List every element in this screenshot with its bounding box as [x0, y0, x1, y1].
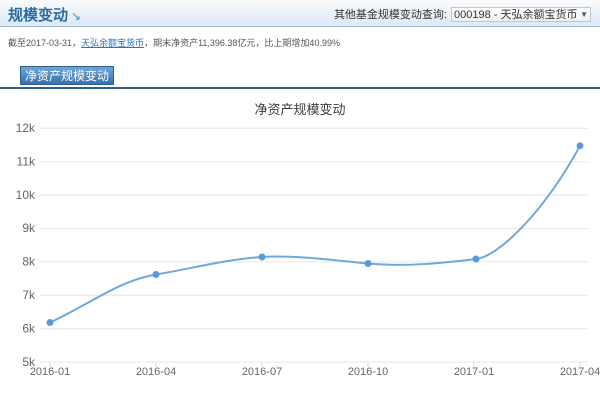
svg-text:2016-10: 2016-10	[348, 366, 388, 378]
svg-text:11k: 11k	[17, 155, 36, 169]
svg-text:2016-07: 2016-07	[242, 366, 282, 378]
svg-text:2017-01: 2017-01	[454, 366, 494, 378]
svg-text:2016-04: 2016-04	[136, 366, 176, 378]
svg-text:12k: 12k	[16, 121, 36, 135]
svg-text:9k: 9k	[22, 221, 36, 235]
svg-text:6k: 6k	[22, 321, 36, 335]
svg-text:7k: 7k	[22, 288, 36, 302]
svg-text:2017-04: 2017-04	[560, 366, 600, 378]
svg-text:2016-01: 2016-01	[30, 366, 70, 378]
svg-text:8k: 8k	[22, 255, 36, 269]
svg-text:10k: 10k	[16, 188, 36, 202]
